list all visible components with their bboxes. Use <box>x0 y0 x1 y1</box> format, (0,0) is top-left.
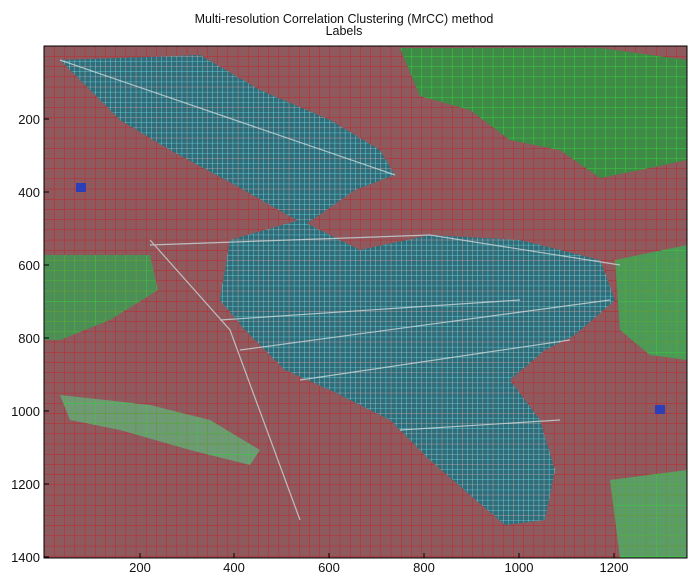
y-tick-label: 1400 <box>11 550 40 565</box>
figure-subtitle: Labels <box>325 24 363 38</box>
x-tick-label: 600 <box>318 560 340 574</box>
grid-green-bottom-left <box>60 395 260 465</box>
label-blue-cell <box>655 405 665 414</box>
axes-frame <box>43 45 688 559</box>
grid-green-left <box>44 255 158 340</box>
y-tick-label: 200 <box>18 112 40 127</box>
grid-green-bottom-right <box>610 470 687 558</box>
x-tick-label: 1200 <box>600 560 629 574</box>
field-boundaries <box>59 59 621 521</box>
y-tick-label: 400 <box>18 185 40 200</box>
figure-title: Multi-resolution Correlation Clustering … <box>194 12 494 26</box>
x-axis <box>139 553 615 558</box>
y-tick-label: 1000 <box>11 404 40 419</box>
grid-green-forest-lines <box>400 48 687 178</box>
x-tick-label: 800 <box>413 560 435 574</box>
x-tick-label: 400 <box>223 560 245 574</box>
grid-green-right <box>615 245 687 360</box>
grid-cyan-b <box>220 220 615 525</box>
x-tick-label: 1000 <box>505 560 534 574</box>
grid-cyan-a <box>60 55 395 225</box>
y-axis <box>44 118 49 558</box>
label-blue-cell <box>76 183 86 192</box>
y-tick-label: 600 <box>18 258 40 273</box>
x-tick-label: 200 <box>129 560 151 574</box>
y-tick-label: 800 <box>18 331 40 346</box>
y-tick-label: 1200 <box>11 477 40 492</box>
image-plot <box>44 46 687 558</box>
